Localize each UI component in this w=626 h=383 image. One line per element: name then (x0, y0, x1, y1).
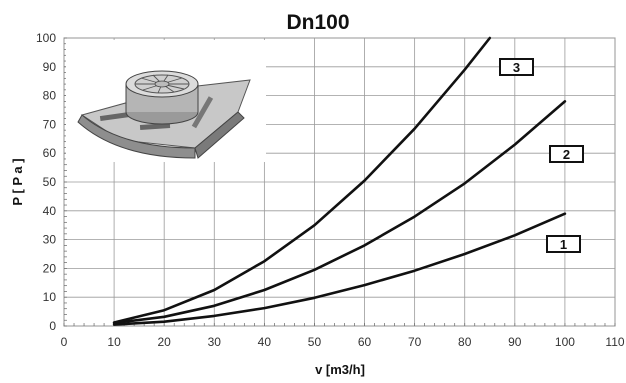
x-tick-label-6: 60 (358, 335, 372, 349)
y-tick-labels: 0 10 20 30 40 50 60 70 80 90 100 (36, 31, 56, 333)
y-tick-label-10: 100 (36, 31, 56, 45)
series-line-2 (112, 100, 567, 325)
y-tick-label-2: 20 (43, 261, 57, 275)
curve-label-1: 1 (546, 235, 581, 253)
x-axis-title: v [m3/h] (315, 362, 365, 377)
x-tick-label-4: 40 (258, 335, 272, 349)
x-tick-label-9: 90 (508, 335, 522, 349)
x-tick-label-2: 20 (158, 335, 172, 349)
x-tick-label-5: 50 (308, 335, 322, 349)
x-tick-label-7: 70 (408, 335, 422, 349)
damper-illustration (66, 40, 266, 162)
x-tick-label-8: 80 (458, 335, 472, 349)
series-curves (112, 36, 567, 326)
curve-label-2: 2 (549, 145, 584, 163)
y-tick-label-4: 40 (43, 204, 57, 218)
series-line-3 (112, 36, 492, 324)
y-tick-label-5: 50 (43, 175, 57, 189)
chart-title: Dn100 (286, 11, 349, 34)
y-tick-label-6: 60 (43, 146, 57, 160)
x-tick-label-10: 100 (555, 335, 575, 349)
y-tick-label-8: 80 (43, 89, 57, 103)
y-tick-label-1: 10 (43, 290, 57, 304)
x-tick-label-1: 10 (107, 335, 121, 349)
y-tick-label-7: 70 (43, 117, 57, 131)
x-tick-label-0: 0 (61, 335, 68, 349)
x-tick-label-3: 30 (208, 335, 222, 349)
y-axis-title: P [ P a ] (10, 158, 25, 205)
y-tick-label-0: 0 (49, 319, 56, 333)
x-tick-label-11: 110 (605, 335, 624, 349)
x-tick-labels: 0 10 20 30 40 50 60 70 80 90 100 110 (61, 335, 625, 349)
curve-label-2-text: 2 (563, 147, 570, 162)
curve-label-3-text: 3 (513, 60, 520, 75)
curve-label-3: 3 (499, 58, 534, 76)
y-tick-label-3: 30 (43, 233, 57, 247)
y-tick-label-9: 90 (43, 60, 57, 74)
curve-label-1-text: 1 (560, 237, 567, 252)
series-line-1 (112, 212, 567, 326)
